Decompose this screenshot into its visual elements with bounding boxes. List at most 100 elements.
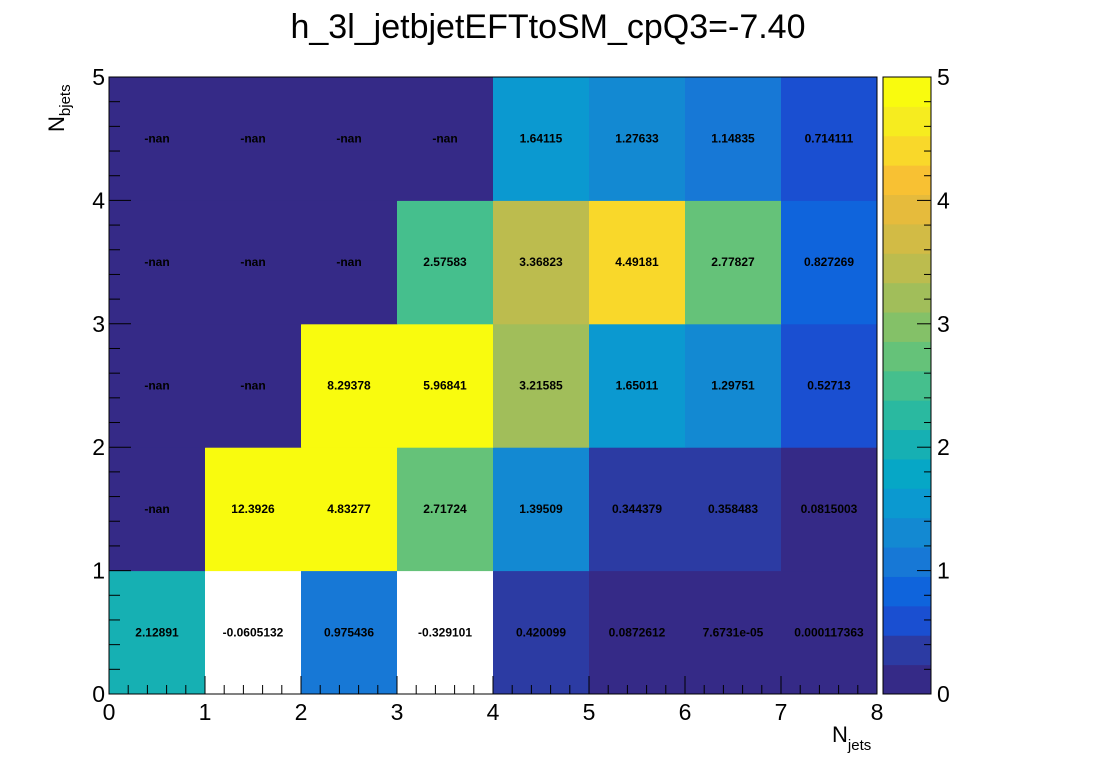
- heatmap-cells: [109, 77, 878, 695]
- heatmap-cell: [397, 323, 494, 448]
- cell-value-label: -0.0605132: [223, 625, 284, 639]
- y-axis-label: Nbjets: [44, 84, 74, 132]
- heatmap-cell: [109, 323, 206, 448]
- heatmap-cell: [205, 447, 302, 572]
- cell-value-label: 1.14835: [711, 132, 755, 146]
- heatmap-cell: [205, 200, 302, 325]
- x-tick-label: 7: [775, 699, 788, 725]
- cell-value-label: 4.83277: [327, 502, 371, 516]
- heatmap-cell: [301, 200, 398, 325]
- palette-swatch: [883, 223, 931, 254]
- heatmap-cell: [109, 570, 206, 695]
- palette-swatch: [883, 253, 931, 284]
- heatmap-cell: [301, 77, 398, 201]
- heatmap-cell: [109, 447, 206, 572]
- cell-value-label: -nan: [240, 255, 265, 269]
- heatmap-cell: [781, 200, 878, 325]
- cell-value-label: -nan: [144, 255, 169, 269]
- palette-frame: [882, 76, 932, 695]
- y-axis-ticks: 0 1 2 3 4 5: [92, 64, 131, 707]
- heatmap-cell: [685, 447, 782, 572]
- heatmap-cell: [589, 570, 686, 695]
- x-tick-label: 8: [871, 699, 884, 725]
- x-tick-label: 6: [679, 699, 692, 725]
- cell-value-label: 2.71724: [423, 502, 467, 516]
- cell-value-label: 0.0872612: [609, 625, 666, 639]
- y-tick-label: 4: [92, 187, 105, 213]
- palette-swatch: [883, 135, 931, 166]
- heatmap-cell: [397, 77, 494, 201]
- x-tick-label: 5: [583, 699, 596, 725]
- cell-value-label: 3.36823: [519, 255, 563, 269]
- cell-value-label: -nan: [240, 379, 265, 393]
- z-axis-ticks: 0 1 2 3 4 5: [917, 64, 950, 707]
- heatmap-cell: [781, 447, 878, 572]
- heatmap-cell: [493, 447, 590, 572]
- heatmap-cell: [685, 323, 782, 448]
- x-axis-label: Njets: [832, 722, 871, 754]
- cell-value-label: 0.420099: [516, 625, 566, 639]
- cell-value-label: 0.344379: [612, 502, 662, 516]
- palette-swatch: [883, 77, 931, 107]
- z-tick-label: 1: [937, 558, 950, 584]
- heatmap-cell: [781, 570, 878, 695]
- cell-value-label: 1.27633: [615, 132, 659, 146]
- x-tick-label: 1: [199, 699, 212, 725]
- heatmap-cell: [205, 323, 302, 448]
- heatmap-cell: [493, 77, 590, 201]
- palette-swatch: [883, 106, 931, 137]
- cell-value-label: -nan: [144, 132, 169, 146]
- heatmap-cell: [301, 447, 398, 572]
- heatmap-cell: [589, 200, 686, 325]
- heatmap-cell: [493, 570, 590, 695]
- heatmap-cell: [397, 200, 494, 325]
- cell-value-label: -nan: [432, 132, 457, 146]
- palette-swatch: [883, 488, 931, 519]
- x-tick-label: 2: [295, 699, 308, 725]
- x-tick-label: 4: [487, 699, 500, 725]
- cell-value-label: 8.29378: [327, 379, 371, 393]
- heatmap-cell: [301, 570, 398, 695]
- palette-swatch: [883, 312, 931, 342]
- cell-value-label: 0.000117363: [794, 625, 864, 639]
- palette-swatch: [883, 429, 931, 460]
- cell-value-label: 1.29751: [711, 379, 755, 393]
- y-tick-label: 5: [92, 64, 105, 90]
- cell-value-label: -nan: [336, 132, 361, 146]
- cell-value-label: 1.64115: [520, 132, 563, 146]
- palette-swatch: [883, 194, 931, 225]
- palette-swatch: [883, 341, 931, 372]
- color-palette: [882, 76, 932, 695]
- cell-value-label: -nan: [144, 502, 169, 516]
- palette-swatch: [883, 517, 931, 548]
- x-tick-label: 3: [391, 699, 404, 725]
- cell-value-label: 7.6731e-05: [703, 625, 764, 639]
- z-tick-label: 0: [937, 681, 950, 707]
- cell-value-label: 1.65011: [616, 379, 659, 393]
- cell-value-label: 3.21585: [519, 379, 563, 393]
- palette-swatch: [883, 605, 931, 636]
- z-tick-label: 3: [937, 311, 950, 337]
- z-tick-label: 2: [937, 434, 950, 460]
- heatmap-cell: [685, 570, 782, 695]
- cell-value-label: -nan: [144, 379, 169, 393]
- palette-swatch: [883, 458, 931, 489]
- cell-value-label: 0.52713: [807, 379, 851, 393]
- cell-value-label: -nan: [240, 132, 265, 146]
- palette-swatch: [883, 400, 931, 431]
- heatmap-cell: [685, 77, 782, 201]
- cell-value-label: 0.975436: [324, 625, 374, 639]
- y-tick-label: 2: [92, 434, 105, 460]
- cell-value-label: 0.0815003: [801, 502, 858, 516]
- heatmap-cell: [397, 570, 494, 695]
- cell-value-labels: 2.12891 -0.0605132 0.975436 -0.329101 0.4200…: [135, 132, 864, 640]
- heatmap-cell: [301, 323, 398, 448]
- cell-value-label: 2.12891: [135, 625, 179, 639]
- z-tick-label: 5: [937, 64, 950, 90]
- heatmap-cell: [205, 77, 302, 201]
- heatmap-cell: [397, 447, 494, 572]
- cell-value-label: 2.57583: [423, 255, 467, 269]
- palette-swatch: [883, 635, 931, 666]
- cell-value-label: 4.49181: [615, 255, 659, 269]
